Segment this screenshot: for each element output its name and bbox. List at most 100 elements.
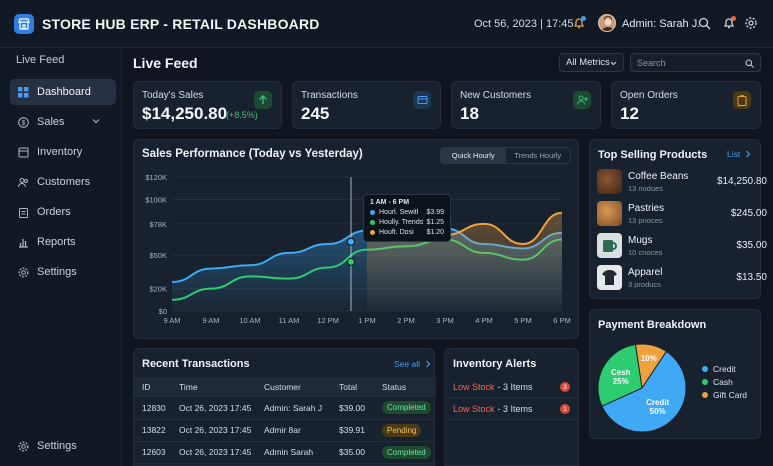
product-name: Coffee Beans: [628, 171, 689, 182]
toggle-trends-hourly[interactable]: Trends Hourly: [506, 148, 571, 163]
x-tick-label: 5 PM: [514, 316, 532, 325]
search-icon[interactable]: [698, 17, 711, 35]
x-tick-label: 6 PM: [553, 316, 571, 325]
sidebar-item-orders[interactable]: Orders: [10, 199, 116, 225]
search-input[interactable]: Search: [630, 53, 761, 72]
transaction-id[interactable]: 12830: [134, 397, 171, 420]
product-name: Pastries: [628, 203, 665, 214]
kpi-card-orders[interactable]: Open Orders 12: [611, 81, 761, 129]
toggle-quick-hourly[interactable]: Quick Hourly: [441, 148, 506, 163]
alert-item[interactable]: Low Stock - 3 Items 3: [445, 376, 578, 398]
y-tick-label: $100K: [145, 195, 167, 204]
apparel-image: [597, 265, 622, 290]
x-tick-label: 11 AM: [279, 316, 300, 325]
sidebar-item-settings[interactable]: Settings: [10, 259, 116, 285]
alert-item[interactable]: Low Stock - 3 Items 1: [445, 398, 578, 420]
tooltip-value: $3.99: [426, 209, 444, 216]
notification-icon[interactable]: [572, 16, 586, 35]
kpi-value: 245: [301, 104, 330, 123]
alert-count-badge: 3: [560, 382, 570, 392]
transaction-id[interactable]: 12603: [134, 441, 171, 464]
link-label: List: [727, 149, 741, 159]
product-name: Mugs: [628, 235, 653, 246]
x-tick-label: 2 PM: [397, 316, 415, 325]
sales-line-chart: $0 $20K $50K $78K $100K $120K 9 AM 9 AM 10 AM 11 …: [145, 173, 571, 325]
sidebar: Live Feed Dashboard $ Sales Inventory Cu…: [0, 48, 122, 466]
kpi-label: Today's Sales: [142, 90, 204, 101]
legend-item: Credit: [702, 364, 736, 374]
product-sub: 10 cnoces: [628, 248, 663, 257]
table-row[interactable]: 12603 Oct 26, 2023 17:45 Admin Sarah $35…: [134, 441, 436, 464]
product-item[interactable]: Pastries 13 pnoces $245.00: [597, 201, 767, 229]
payment-pie-chart: Credit 50% Cesh 25% 10%: [597, 343, 687, 433]
sidebar-item-reports[interactable]: Reports: [10, 229, 116, 255]
chart-title: Sales Performance (Today vs Yesterday): [142, 148, 363, 160]
sidebar-item-label: Reports: [37, 236, 76, 248]
section-title: Top Selling Products: [598, 149, 708, 161]
table-row[interactable]: 12830 Oct 26, 2023 17:45 Admin: Sarah J …: [134, 397, 436, 420]
status-cell: Completed: [374, 441, 436, 464]
app-title: STORE HUB ERP - RETAIL DASHBOARD: [42, 16, 320, 32]
table-row[interactable]: 13822 Oct 26, 2023 17:45 Admir 8ar $39.9…: [134, 419, 436, 442]
clipboard-icon: [733, 91, 751, 109]
kpi-card-transactions[interactable]: Transactions 245: [292, 81, 441, 129]
column-header: ID: [134, 377, 171, 397]
kpi-card-sales[interactable]: Today's Sales $14,250.80 (+8.5%): [133, 81, 282, 129]
legend-label: Cash: [713, 377, 733, 387]
kpi-delta: (+8.5%): [226, 110, 258, 120]
gear-icon[interactable]: [744, 16, 758, 35]
sidebar-item-customers[interactable]: Customers: [10, 169, 116, 195]
transaction-total: $39.00: [331, 397, 374, 420]
metrics-select[interactable]: All Metrics: [559, 53, 624, 72]
see-all-link[interactable]: See all: [394, 359, 432, 369]
legend-item: Cash: [702, 377, 733, 387]
product-item[interactable]: Coffee Beans 13 nodues $14,250.80: [597, 169, 767, 197]
column-header: Customer: [256, 377, 331, 397]
column-header: Status: [374, 377, 436, 397]
status-cell: Pending: [374, 419, 436, 442]
chevron-down-icon: [92, 119, 100, 124]
grid-icon: [18, 86, 29, 97]
sidebar-footer-settings[interactable]: Settings: [10, 433, 116, 459]
pastries-image: [597, 201, 622, 226]
top-products-panel: Top Selling Products List Coffee Beans 1…: [589, 139, 767, 299]
sidebar-item-sales[interactable]: $ Sales: [10, 109, 116, 135]
top-bar: STORE HUB ERP - RETAIL DASHBOARD Oct 56,…: [0, 0, 773, 48]
toggle-label: Quick Hourly: [451, 151, 495, 160]
pie-slice-label: Cesh 25%: [611, 368, 631, 386]
status-badge: Completed: [382, 401, 431, 415]
product-price: $35.00: [736, 240, 767, 251]
user-name[interactable]: Admin: Sarah J.: [622, 18, 701, 30]
transaction-customer: Admin Sarah: [256, 441, 331, 464]
transactions-table: ID Time Customer Total Status 12830 Oct …: [134, 377, 436, 464]
card-icon: [413, 91, 431, 109]
hover-point: [347, 237, 355, 246]
x-tick-label: 1 PM: [358, 316, 376, 325]
pie-slice: [597, 343, 643, 407]
gear-icon: [18, 267, 29, 277]
coffee-beans-image: [597, 169, 622, 194]
transaction-id[interactable]: 13822: [134, 419, 171, 442]
x-tick-label: 12 PM: [317, 316, 339, 325]
product-price: $14,250.80: [716, 176, 767, 187]
bell-icon[interactable]: [722, 16, 736, 35]
product-price: $245.00: [730, 208, 767, 219]
x-tick-label: 10 AM: [239, 316, 260, 325]
alert-dot: [731, 16, 736, 21]
section-title: Recent Transactions: [142, 358, 250, 370]
avatar[interactable]: [598, 14, 616, 32]
transaction-time: Oct 26, 2023 17:45: [171, 419, 256, 442]
mug-image: [597, 233, 622, 258]
list-link[interactable]: List: [727, 149, 752, 159]
sidebar-item-label: Customers: [37, 176, 91, 188]
product-item[interactable]: Apparel 3 producs $13.50: [597, 265, 767, 293]
sidebar-item-dashboard[interactable]: Dashboard: [10, 79, 116, 105]
sidebar-item-label: Orders: [37, 206, 71, 218]
table-header-row: ID Time Customer Total Status: [134, 377, 436, 397]
sidebar-item-label: Sales: [37, 116, 65, 128]
kpi-card-customers[interactable]: New Customers 18: [451, 81, 601, 129]
tooltip-row: Houft. Dosi $1.20: [370, 229, 444, 236]
pie-slice: [601, 350, 687, 433]
product-item[interactable]: Mugs 10 cnoces $35.00: [597, 233, 767, 261]
sidebar-item-inventory[interactable]: Inventory: [10, 139, 116, 165]
